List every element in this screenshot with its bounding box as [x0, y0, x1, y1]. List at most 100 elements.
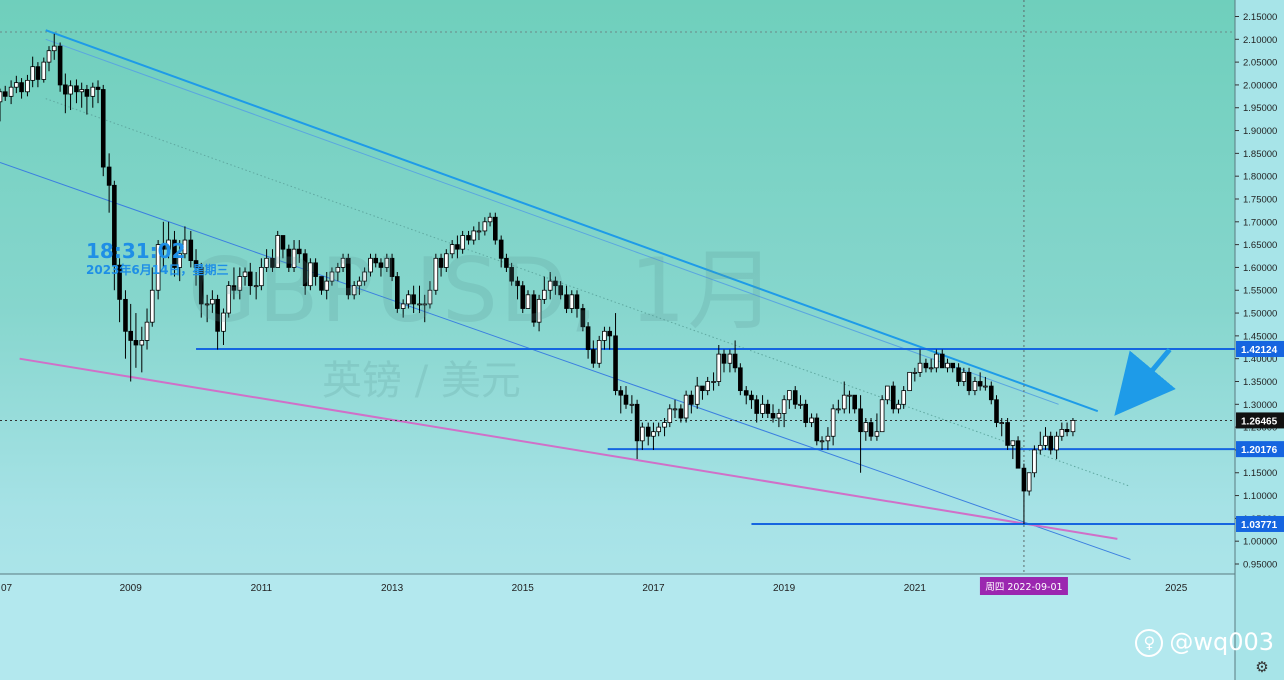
candle-body [667, 408, 673, 423]
candle-body [569, 294, 575, 309]
candle-body [253, 285, 259, 288]
candle-body [493, 216, 498, 241]
candle-body [35, 66, 41, 80]
candle-body [1005, 422, 1010, 446]
candle-body [161, 244, 166, 250]
candle-body [417, 303, 422, 306]
candle-body [525, 294, 531, 309]
candle-body [966, 371, 972, 392]
candle-body [296, 248, 302, 255]
candle-body [166, 239, 171, 250]
candle-body [438, 257, 444, 268]
candle-body [852, 394, 857, 410]
clock-time: 18:31:02 [86, 239, 186, 263]
candle-body [226, 285, 232, 314]
candle-body [90, 86, 96, 97]
candle-body [994, 399, 999, 423]
candle-body [362, 271, 367, 282]
y-tick-label: 2.00000 [1243, 80, 1277, 91]
candle-body [956, 367, 961, 382]
candle-body [618, 390, 624, 396]
candle-body [819, 440, 825, 443]
price-tag-text: 1.26465 [1241, 416, 1278, 427]
candle-body [172, 239, 177, 268]
candle-body [215, 298, 220, 332]
candle-body [536, 298, 542, 323]
price-tag-text: 1.42124 [1241, 345, 1278, 356]
candle-body [68, 85, 73, 95]
candle-body [324, 280, 330, 291]
candle-body [531, 294, 537, 323]
candle-body [84, 89, 90, 97]
candle-body [923, 362, 929, 369]
candle-body [471, 230, 477, 241]
x-tick-label: 2017 [642, 583, 665, 594]
y-tick-label: 1.00000 [1243, 537, 1277, 548]
candle-body [863, 422, 869, 433]
candle-body [662, 422, 667, 428]
candle-body [781, 399, 787, 414]
candle-body [961, 371, 967, 382]
candle-body [1021, 467, 1027, 492]
candle-body [939, 353, 945, 369]
y-tick-label: 1.55000 [1243, 286, 1277, 297]
settings-gear-icon[interactable]: ⚙ [1255, 659, 1269, 676]
price-tag-1.26465 [1236, 412, 1284, 429]
candle-body [100, 89, 106, 168]
candle-body [809, 417, 814, 423]
candle-body [841, 394, 847, 410]
cursor-date-tag [979, 577, 1068, 595]
y-tick-label: 1.85000 [1243, 149, 1277, 160]
watermark-symbol: GBPUSD, 1月 [188, 239, 778, 342]
candle-body [656, 426, 661, 433]
candle-body [1070, 420, 1076, 433]
candle-body [591, 349, 596, 364]
price-tag-1.03771 [1236, 515, 1284, 532]
candle-body [830, 408, 836, 437]
candle-body [286, 248, 292, 268]
candle-body [389, 257, 395, 277]
candle-body [144, 321, 150, 341]
candle-body [25, 79, 30, 93]
candle-body [847, 394, 852, 397]
candle-body [623, 394, 629, 405]
candle-body [689, 394, 694, 405]
y-tick-label: 2.10000 [1243, 35, 1277, 46]
candle-body [275, 235, 281, 268]
candle-body [302, 253, 308, 287]
candle-body [700, 385, 705, 392]
annotation-arrow [1114, 347, 1176, 416]
candle-body [950, 362, 956, 369]
candle-body [999, 422, 1005, 424]
candle-body [8, 86, 14, 97]
candle-body [466, 235, 471, 241]
candle-body [460, 235, 465, 250]
candle-body [727, 353, 733, 364]
candle-body [629, 403, 635, 406]
candle-body [1059, 429, 1065, 437]
price-axis-panel [1235, 0, 1284, 680]
user-handle: @wq003 [1169, 628, 1274, 656]
candle-body [509, 267, 514, 282]
candle-body [210, 298, 215, 305]
candle-body [95, 86, 101, 90]
y-tick-label: 1.40000 [1243, 354, 1277, 365]
y-tick-label: 1.75000 [1243, 194, 1277, 205]
candle-body [182, 239, 188, 255]
y-tick-label: 1.10000 [1243, 491, 1277, 502]
candle-body [1037, 444, 1043, 451]
candle-body [280, 235, 286, 250]
candle-body [106, 166, 112, 186]
candle-body [411, 294, 416, 305]
y-tick-label: 2.05000 [1243, 58, 1277, 69]
candle-body [760, 403, 765, 414]
candle-body [585, 326, 591, 350]
candle-body [547, 280, 553, 291]
candle-body [868, 422, 874, 437]
candle-body [1010, 440, 1016, 446]
x-tick-label: 07 [1, 583, 13, 594]
candle-body [264, 257, 269, 268]
candle-body [449, 244, 455, 255]
